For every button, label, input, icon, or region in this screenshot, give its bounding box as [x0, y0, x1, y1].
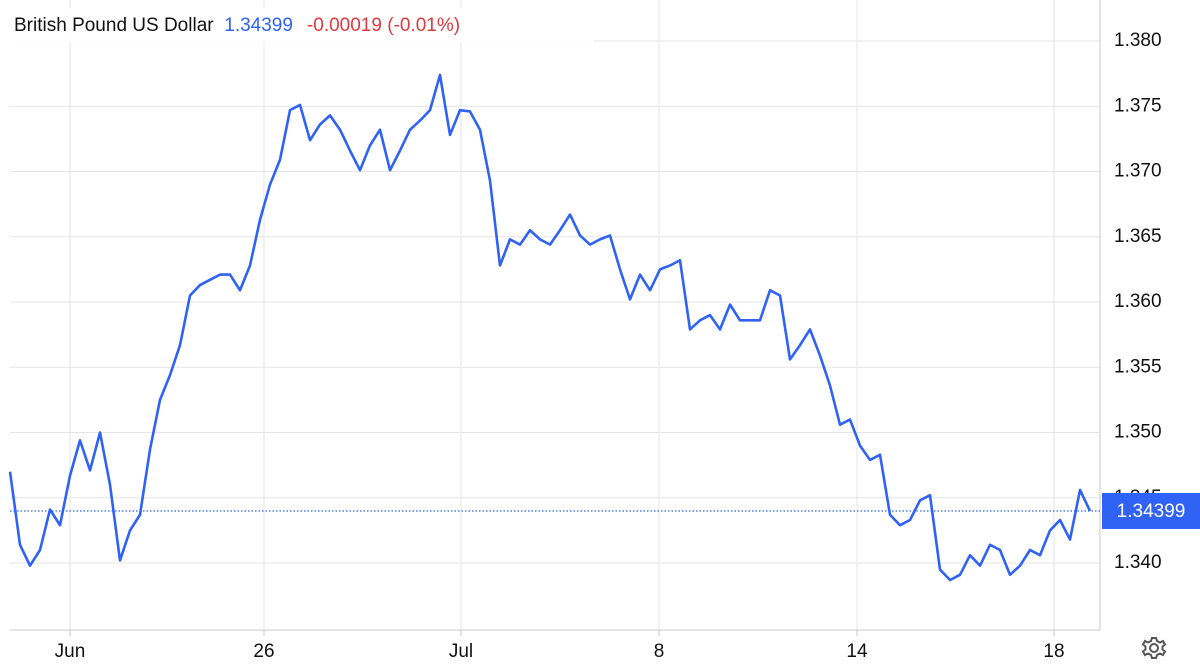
x-tick-label: Jun: [55, 641, 86, 662]
title: British Pound US Dollar: [14, 15, 214, 36]
y-tick-label: 1.355: [1114, 356, 1162, 377]
last-price-tag: [1102, 492, 1200, 529]
last-price-label: 1.34399: [1117, 501, 1186, 522]
x-tick-label: 8: [654, 641, 665, 662]
y-tick-label: 1.365: [1114, 226, 1162, 247]
y-tick-label: 1.360: [1114, 291, 1162, 312]
y-tick-label: 1.350: [1114, 422, 1162, 443]
change: -0.00019 (-0.01%): [307, 15, 460, 36]
x-tick-label: 26: [253, 641, 274, 662]
y-tick-label: 1.375: [1114, 95, 1162, 116]
y-tick-label: 1.370: [1114, 161, 1162, 182]
x-tick-label: 14: [846, 641, 868, 662]
header-bg: [8, 8, 594, 42]
y-tick-label: 1.380: [1114, 30, 1162, 51]
settings-icon[interactable]: [1141, 637, 1167, 659]
y-tick-label: 1.340: [1114, 552, 1162, 573]
x-tick-label: 18: [1043, 641, 1064, 662]
x-tick-label: Jul: [449, 641, 473, 662]
price: 1.34399: [224, 15, 293, 36]
price-line: [8, 73, 1092, 582]
